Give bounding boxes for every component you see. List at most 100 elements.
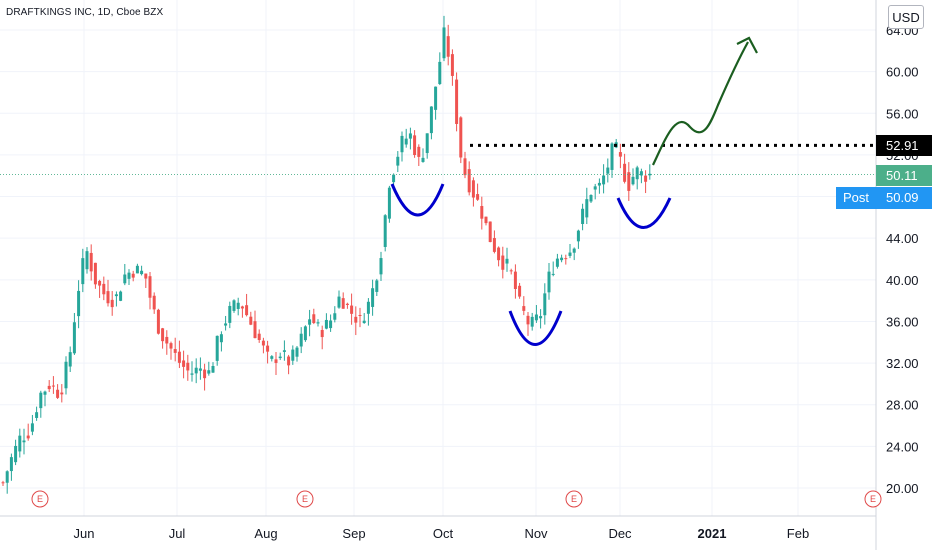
candle-body <box>329 320 333 329</box>
right-shoulder-arc <box>616 197 672 229</box>
candle-body <box>631 176 635 185</box>
earnings-marker <box>296 490 314 508</box>
candle-body <box>581 208 585 224</box>
candle-body <box>190 373 194 375</box>
candle-body <box>564 258 568 260</box>
earnings-label: E <box>37 494 43 504</box>
candle-body <box>337 296 341 308</box>
head-arc <box>508 310 563 346</box>
last-price-tag: 50.11 <box>876 164 932 186</box>
candle-body <box>417 146 421 157</box>
candle-body <box>215 335 219 361</box>
candle-body <box>102 283 106 295</box>
candle-body <box>421 157 425 162</box>
candle-body <box>543 293 547 316</box>
candle-body <box>182 360 186 367</box>
candle-body <box>85 251 89 270</box>
candle-body <box>56 389 60 398</box>
candle-body <box>266 345 270 352</box>
candle-body <box>295 347 299 357</box>
candle-body <box>110 299 114 308</box>
level-price-tag: 52.91 <box>876 135 932 157</box>
candle-body <box>396 156 400 166</box>
candle-body <box>492 238 496 252</box>
x-tick-label: Jun <box>74 526 95 541</box>
candle-body <box>253 321 257 339</box>
y-tick-label: 60.00 <box>886 65 919 80</box>
candle-body <box>123 274 127 284</box>
candle-body <box>219 334 223 343</box>
candle-body <box>375 280 379 292</box>
candle-body <box>152 295 156 310</box>
candle-body <box>358 314 362 316</box>
candle-body <box>245 305 249 316</box>
post-market-price-tag: 50.09 <box>876 187 932 209</box>
candle-body <box>576 230 580 242</box>
candle-body <box>72 322 76 354</box>
candle-body <box>30 423 34 432</box>
candle-body <box>341 298 345 309</box>
candle-body <box>383 215 387 247</box>
candle-body <box>51 385 55 387</box>
candle-body <box>501 255 505 270</box>
candle-body <box>463 158 467 176</box>
candle-body <box>484 216 488 224</box>
candle-body <box>35 412 39 418</box>
candle-body <box>530 316 534 327</box>
currency-button[interactable]: USD <box>888 5 924 29</box>
candle-body <box>144 273 148 279</box>
candle-body <box>522 306 526 311</box>
earnings-label: E <box>571 494 577 504</box>
candle-body <box>434 86 438 110</box>
candle-body <box>354 316 358 323</box>
candle-body <box>606 167 610 174</box>
candle-body <box>425 133 429 154</box>
candle-body <box>429 106 433 134</box>
candle-body <box>232 300 236 311</box>
candle-body <box>568 252 572 256</box>
candle-body <box>270 356 274 359</box>
candle-body <box>572 248 576 253</box>
candle-body <box>450 54 454 76</box>
candle-body <box>593 186 597 190</box>
candle-body <box>303 326 307 341</box>
candle-body <box>236 302 240 309</box>
candle-body <box>39 392 43 409</box>
candle-body <box>93 262 97 285</box>
candle-body <box>119 291 123 301</box>
candle-body <box>560 257 564 261</box>
candle-body <box>320 329 324 338</box>
candle-body <box>509 270 513 272</box>
candle-body <box>165 336 169 344</box>
grid-lines <box>0 0 876 516</box>
candle-body <box>9 457 13 472</box>
candle-body <box>379 258 383 275</box>
y-tick-label: 32.00 <box>886 356 919 371</box>
candle-body <box>371 288 375 307</box>
candle-body <box>211 366 215 373</box>
candle-body <box>1 482 5 484</box>
x-tick-label: Jul <box>169 526 186 541</box>
y-tick-label: 44.00 <box>886 231 919 246</box>
candle-body <box>597 182 601 186</box>
candle-body <box>89 252 93 272</box>
candle-body <box>476 194 480 200</box>
earnings-label: E <box>302 494 308 504</box>
candle-body <box>22 440 26 443</box>
candle-body <box>18 435 22 452</box>
drawing-annotations <box>0 36 876 346</box>
candle-body <box>324 319 328 329</box>
candle-body <box>106 291 110 304</box>
candle-body <box>387 187 391 219</box>
candle-body <box>177 351 181 363</box>
candle-body <box>534 314 538 321</box>
candle-body <box>291 349 295 361</box>
candle-body <box>140 270 144 275</box>
candle-body <box>400 135 404 153</box>
candle-body <box>60 392 64 395</box>
candle-body <box>438 61 442 85</box>
candle-body <box>555 258 559 267</box>
earnings-marker <box>31 490 49 508</box>
